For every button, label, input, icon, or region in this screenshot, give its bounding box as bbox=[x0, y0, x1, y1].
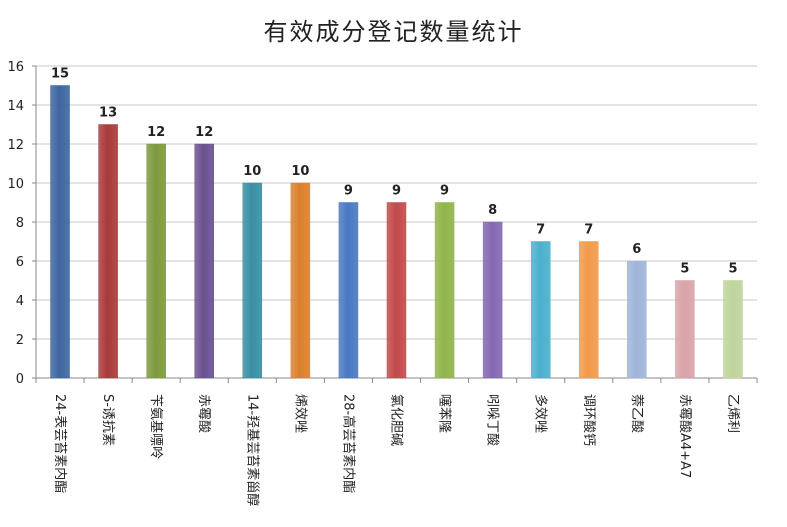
bar bbox=[579, 241, 599, 379]
data-label: 10 bbox=[243, 164, 261, 179]
bars bbox=[50, 85, 743, 379]
bar bbox=[194, 143, 214, 379]
category-label: 调环酸钙 bbox=[581, 394, 596, 446]
y-tick-label: 6 bbox=[16, 255, 24, 270]
bar bbox=[50, 85, 70, 379]
y-tick-label: 0 bbox=[16, 372, 24, 387]
data-label: 5 bbox=[680, 262, 689, 277]
y-tick-label: 2 bbox=[16, 333, 24, 348]
category-label: 24-表芸苔素内酯 bbox=[52, 394, 68, 493]
category-label: 氯化胆碱 bbox=[389, 394, 404, 446]
data-label: 5 bbox=[728, 262, 737, 277]
bar bbox=[386, 202, 407, 379]
category-labels: 24-表芸苔素内酯 S-诱抗素 苄氨基嘌呤 赤霉酸 14-羟基芸苔素甾醇 烯效唑 28-高芸… bbox=[52, 394, 740, 506]
category-label: 烯效唑 bbox=[292, 394, 308, 433]
category-label: 14-羟基芸苔素甾醇 bbox=[244, 394, 260, 506]
category-label: S-诱抗素 bbox=[100, 394, 115, 446]
bar bbox=[530, 241, 551, 379]
data-label: 8 bbox=[488, 203, 497, 218]
y-tick-label: 10 bbox=[7, 177, 24, 192]
data-label: 7 bbox=[536, 223, 545, 238]
data-labels: 15 13 12 12 10 10 9 9 9 8 7 7 6 5 5 bbox=[51, 67, 738, 277]
y-tick-label: 14 bbox=[7, 99, 24, 114]
bar bbox=[723, 280, 743, 379]
data-label: 12 bbox=[147, 125, 165, 140]
bar bbox=[98, 124, 118, 379]
bar bbox=[627, 260, 647, 379]
data-label: 9 bbox=[392, 184, 401, 199]
y-tick-labels: 0 2 4 6 8 10 12 14 16 bbox=[7, 60, 24, 387]
data-label: 15 bbox=[51, 67, 69, 82]
category-label: 萘乙酸 bbox=[629, 394, 644, 433]
data-label: 6 bbox=[632, 242, 641, 257]
category-label: 乙烯利 bbox=[725, 394, 740, 433]
category-label: 噻苯隆 bbox=[437, 394, 453, 433]
category-label: 28-高芸苔素内酯 bbox=[340, 394, 356, 493]
y-tick-label: 12 bbox=[7, 138, 24, 153]
bar bbox=[434, 202, 455, 379]
bar bbox=[338, 202, 359, 379]
category-label: 吲哚丁酸 bbox=[485, 394, 500, 446]
chart-title: 有效成分登记数量统计 bbox=[263, 18, 524, 46]
data-label: 9 bbox=[344, 184, 353, 199]
bar bbox=[675, 280, 695, 379]
bar bbox=[290, 182, 311, 379]
y-tick-label: 4 bbox=[16, 294, 24, 309]
category-label: 多效唑 bbox=[533, 394, 549, 433]
category-label: 苄氨基嘌呤 bbox=[148, 394, 164, 459]
category-label: 赤霉酸A4+A7 bbox=[677, 394, 692, 478]
y-tick-label: 16 bbox=[7, 60, 24, 75]
data-label: 10 bbox=[291, 164, 309, 179]
y-tick-label: 8 bbox=[16, 216, 24, 231]
data-label: 12 bbox=[195, 125, 213, 140]
data-label: 13 bbox=[99, 106, 117, 121]
data-label: 7 bbox=[584, 223, 593, 238]
bar bbox=[242, 182, 263, 379]
category-label: 赤霉酸 bbox=[196, 394, 211, 433]
data-label: 9 bbox=[440, 184, 449, 199]
bar bbox=[482, 221, 503, 379]
bar bbox=[146, 143, 166, 379]
